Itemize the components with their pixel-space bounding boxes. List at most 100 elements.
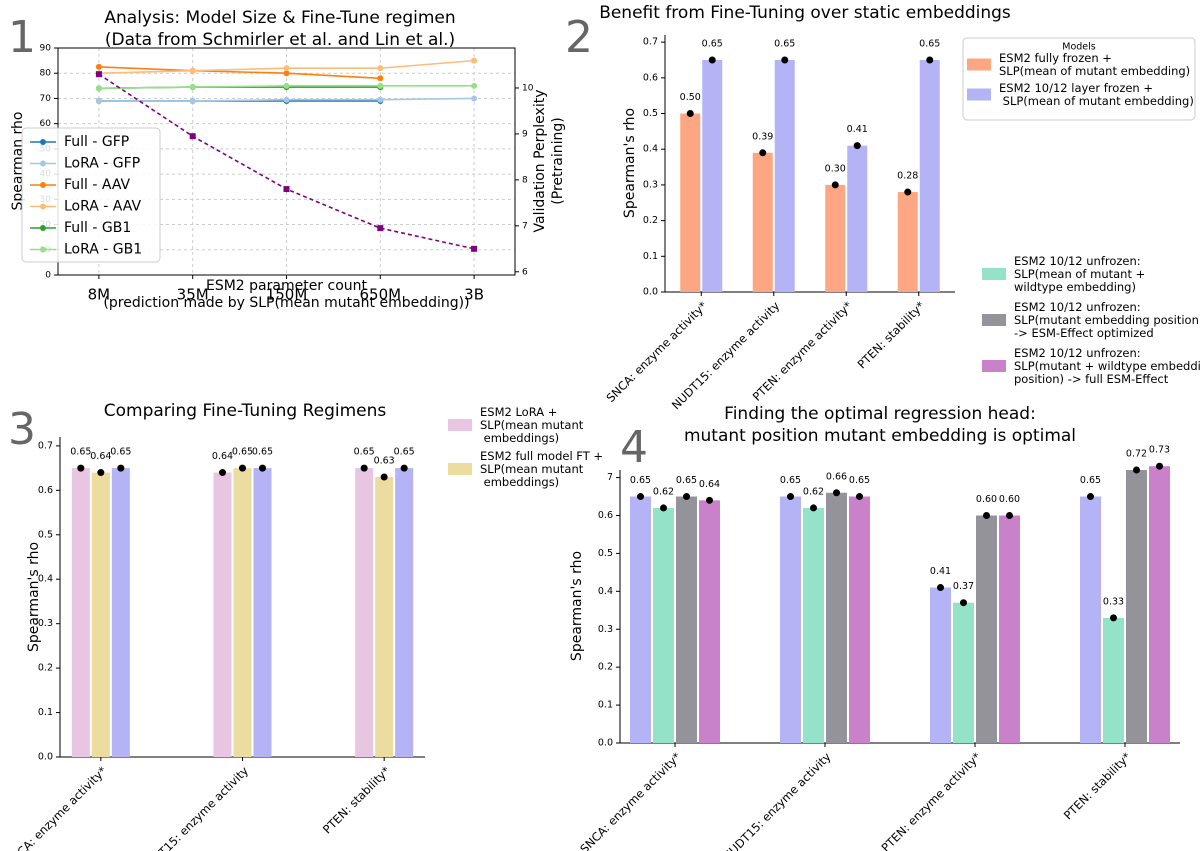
legend-swatch bbox=[982, 314, 1006, 326]
y-tick-label: 0.3 bbox=[38, 618, 53, 629]
value-label: 0.65 bbox=[70, 447, 91, 458]
value-label: 0.73 bbox=[1149, 445, 1170, 456]
point bbox=[189, 84, 196, 91]
legend-marker bbox=[40, 139, 46, 145]
bar bbox=[999, 515, 1020, 743]
y-tick-label: 0.5 bbox=[38, 529, 53, 540]
legend-swatch bbox=[982, 268, 1006, 280]
y-tick-label: 0.6 bbox=[598, 510, 613, 521]
value-label: 0.66 bbox=[826, 471, 847, 482]
y-tick-label: 70 bbox=[40, 94, 52, 104]
x-tick-label: SNCA: enzyme activity* bbox=[577, 750, 684, 851]
mean-dot bbox=[983, 512, 990, 519]
y-tick-label: 0.5 bbox=[598, 548, 613, 559]
point bbox=[471, 95, 478, 102]
y-axis-label: Spearman's rho bbox=[622, 108, 638, 218]
value-label: 0.65 bbox=[919, 38, 940, 49]
legend-label-line: ESM2 LoRA + bbox=[480, 405, 557, 419]
bar bbox=[897, 192, 918, 292]
y2-axis-label-line: Validation Perplexity bbox=[532, 90, 548, 233]
legend-label-line: position) -> full ESM-Effect bbox=[1014, 372, 1169, 386]
legend-label-line: SLP(mean of mutant + bbox=[1014, 267, 1145, 281]
y-tick-label: 0.0 bbox=[598, 738, 613, 749]
mean-dot bbox=[810, 504, 817, 512]
value-label: 0.65 bbox=[110, 447, 131, 458]
legend-box bbox=[21, 127, 161, 263]
y-tick-label: 0.0 bbox=[643, 287, 658, 298]
bar bbox=[774, 59, 795, 292]
mean-dot bbox=[637, 493, 644, 501]
bar bbox=[71, 468, 90, 757]
value-label: 0.65 bbox=[252, 447, 273, 458]
x-tick-label: 150M bbox=[266, 286, 308, 304]
bar bbox=[826, 492, 847, 743]
value-label: 0.37 bbox=[953, 581, 974, 592]
legend-box bbox=[962, 37, 1196, 121]
y-tick-label: 0.6 bbox=[643, 72, 658, 83]
y-tick-label: 0.4 bbox=[38, 574, 53, 585]
y-tick-label: 7 bbox=[607, 472, 613, 483]
y2-tick-label: 9 bbox=[522, 129, 528, 139]
point bbox=[283, 82, 290, 89]
x-tick-label: PTEN: stability* bbox=[855, 299, 928, 372]
legend-label: LoRA - AAV bbox=[64, 199, 141, 215]
legend-label: ESM2 10/12 unfrozen: SLP(mutant + wildtyp… bbox=[1014, 346, 1200, 386]
legend-label-line: SLP(mean mutant bbox=[480, 462, 584, 476]
bar bbox=[953, 602, 974, 743]
legend-label-line: SLP(mean mutant bbox=[480, 418, 584, 432]
value-label: 0.65 bbox=[394, 447, 415, 458]
y-tick-label: 0.3 bbox=[598, 624, 613, 635]
y-tick-label: 0.7 bbox=[643, 37, 658, 48]
x-axis-label: ESM2 parameter count (prediction made by … bbox=[103, 278, 469, 311]
y-tick-label: 0.1 bbox=[38, 707, 53, 718]
bar bbox=[213, 472, 232, 757]
legend-label-line: ESM2 10/12 unfrozen: bbox=[1014, 346, 1141, 360]
chart-title: Finding the optimal regression head: muta… bbox=[684, 404, 1076, 446]
legend-label-line: ESM2 10/12 unfrozen: bbox=[1014, 300, 1141, 314]
mean-dot bbox=[1156, 462, 1163, 470]
value-label: 0.65 bbox=[702, 38, 723, 49]
legend-label: LoRA - GFP bbox=[64, 156, 140, 172]
mean-dot bbox=[97, 469, 105, 477]
point bbox=[471, 245, 478, 252]
mean-dot bbox=[831, 181, 839, 189]
y2-tick-label: 8 bbox=[522, 175, 528, 185]
legend-label-line: ESM2 full model FT + bbox=[480, 449, 603, 463]
bar bbox=[976, 515, 997, 743]
value-label: 0.60 bbox=[976, 494, 997, 505]
mean-dot bbox=[660, 504, 667, 512]
bar bbox=[752, 152, 773, 292]
legend-label: ESM2 full model FT + SLP(mean mutant embe… bbox=[480, 449, 603, 489]
value-label: 0.33 bbox=[1103, 596, 1124, 607]
mean-dot bbox=[781, 56, 789, 64]
chart-title-line: mutant position mutant embedding is opti… bbox=[684, 426, 1076, 446]
value-label: 0.64 bbox=[90, 451, 111, 462]
value-label: 0.65 bbox=[774, 38, 795, 49]
value-label: 0.30 bbox=[825, 163, 846, 174]
y2-tick-label: 10 bbox=[522, 83, 534, 93]
point bbox=[377, 82, 384, 89]
value-label: 0.50 bbox=[680, 92, 701, 103]
mean-dot bbox=[686, 110, 694, 118]
value-label: 0.65 bbox=[849, 475, 870, 486]
x-tick-label: SNCA: enzyme activity* bbox=[3, 764, 110, 851]
legend-swatch bbox=[448, 419, 472, 431]
mean-dot bbox=[856, 493, 863, 501]
mean-dot bbox=[219, 469, 226, 477]
mean-dot bbox=[937, 584, 944, 592]
x-axis-label-line: ESM2 parameter count bbox=[206, 278, 368, 294]
legend-label-line: embeddings) bbox=[480, 475, 559, 489]
legend-swatch bbox=[967, 58, 991, 71]
y-tick-label: 0.6 bbox=[38, 485, 53, 496]
value-label: 0.28 bbox=[897, 171, 918, 182]
point bbox=[283, 186, 290, 193]
point bbox=[95, 97, 102, 104]
y-axis-label: Spearman's rho bbox=[569, 551, 585, 661]
point bbox=[471, 82, 478, 89]
bar bbox=[919, 59, 940, 292]
y-tick-label: 0 bbox=[45, 271, 51, 281]
chart-title: Benefit from Fine-Tuning over static emb… bbox=[599, 3, 1011, 23]
bar bbox=[653, 507, 674, 743]
y-tick-label: 0.4 bbox=[643, 144, 658, 155]
